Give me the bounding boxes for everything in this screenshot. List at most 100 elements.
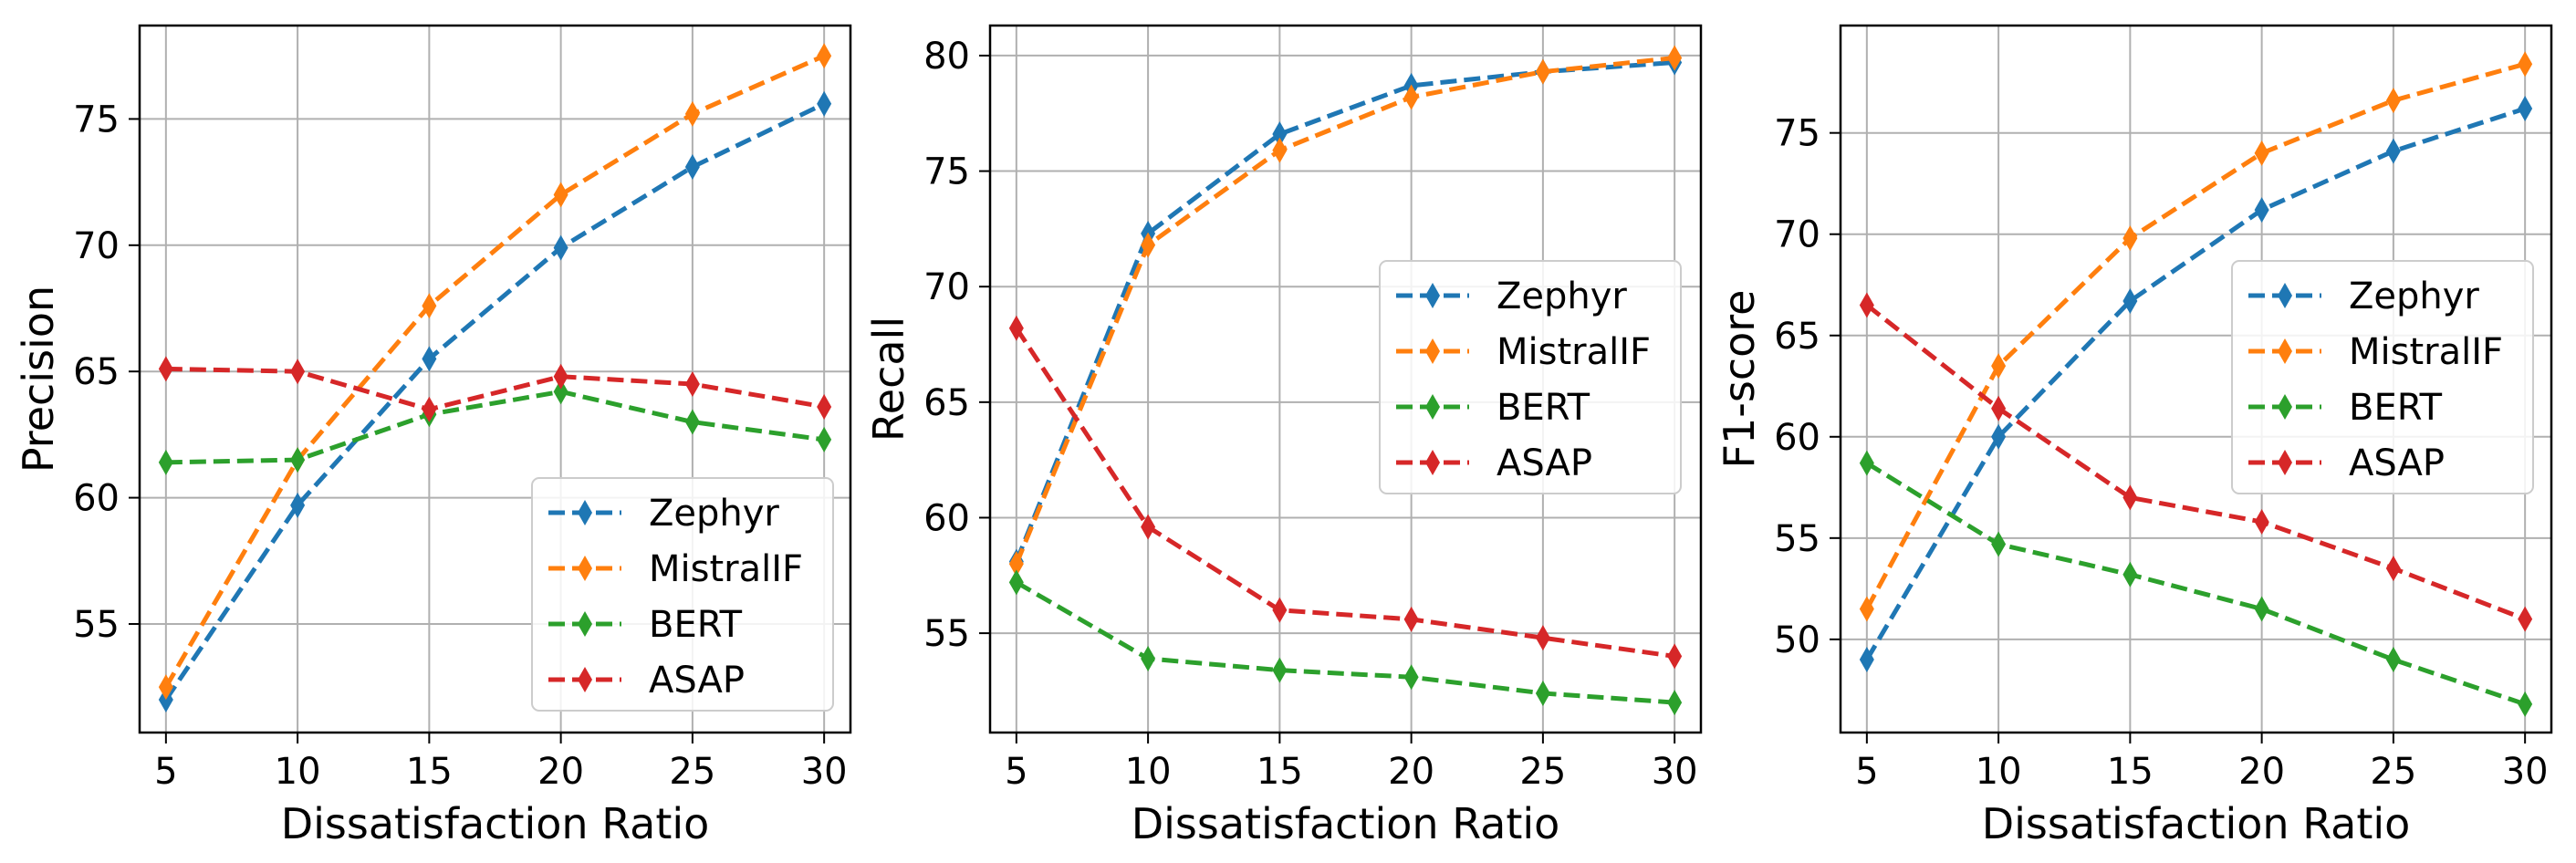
- x-tick-label: 5: [1855, 751, 1878, 793]
- legend-marker-zephyr: [2278, 283, 2292, 308]
- legend-marker-bert: [2278, 394, 2292, 420]
- data-point-mistralif: [1403, 84, 1419, 110]
- data-point-asap: [158, 356, 173, 382]
- data-point-mistralif: [2254, 140, 2269, 166]
- y-tick-label: 65: [923, 382, 970, 424]
- legend-label-bert: BERT: [1497, 387, 1590, 429]
- x-tick-label: 10: [275, 751, 321, 793]
- legend-marker-zephyr: [1425, 283, 1440, 308]
- series-line-bert: [1865, 461, 2526, 707]
- y-axis-label: F1-score: [1715, 290, 1764, 469]
- y-tick-label: 70: [73, 225, 120, 267]
- x-tick-label: 25: [1519, 751, 1566, 793]
- x-tick-label: 15: [2107, 751, 2154, 793]
- data-point-asap: [290, 359, 306, 385]
- y-tick-label: 60: [923, 497, 970, 539]
- x-tick-label: 30: [2502, 751, 2549, 793]
- data-point-zephyr: [2122, 288, 2138, 315]
- series-line-asap: [1865, 303, 2527, 621]
- legend: Zephyr MistralIF BERT ASAP: [531, 477, 834, 712]
- data-point-asap: [684, 371, 700, 398]
- data-point-mistralif: [422, 293, 437, 319]
- data-point-zephyr: [553, 234, 568, 261]
- data-point-bert: [684, 409, 700, 435]
- chart-panel-1: 5 10 15 20 25 30 55 60 65 70 75 Dissatisfaction Rat…: [14, 24, 852, 848]
- chart-panel-2: 5 10 15 20 25 30 55 60 65 70 75 80 Dissatisfaction R…: [864, 24, 1703, 848]
- data-point-mistralif: [1667, 45, 1683, 71]
- data-point-zephyr: [1991, 423, 2007, 450]
- y-tick-label: 65: [73, 351, 120, 393]
- x-tick-label: 10: [1125, 751, 1172, 793]
- data-point-mistralif: [158, 674, 173, 701]
- data-point-zephyr: [2385, 138, 2401, 164]
- x-tick-label: 30: [1652, 751, 1698, 793]
- x-tick-label: 30: [801, 751, 848, 793]
- data-point-asap: [817, 393, 832, 420]
- x-axis-label: Dissatisfaction Ratio: [1982, 799, 2411, 848]
- data-point-zephyr: [1859, 647, 1874, 673]
- legend-label-mistralif: MistralIF: [2349, 331, 2503, 373]
- x-tick-label: 15: [1257, 751, 1303, 793]
- data-point-bert: [553, 379, 568, 405]
- data-point-mistralif: [1141, 232, 1156, 258]
- series-line-bert: [165, 389, 825, 465]
- series-line-zephyr: [1864, 106, 2526, 661]
- series-line-mistralif: [1014, 55, 1675, 566]
- data-point-bert: [1141, 645, 1156, 671]
- y-tick-label: 60: [73, 478, 120, 520]
- data-point-mistralif: [1008, 551, 1024, 577]
- data-point-mistralif: [1272, 137, 1288, 163]
- data-point-asap: [1008, 315, 1024, 341]
- data-point-mistralif: [1859, 596, 1874, 622]
- data-point-bert: [290, 447, 306, 473]
- series-line-bert: [1015, 580, 1675, 705]
- data-point-bert: [1859, 450, 1874, 476]
- series-line-asap: [165, 366, 825, 412]
- legend-label-zephyr: Zephyr: [1497, 276, 1627, 317]
- x-tick-label: 20: [2238, 751, 2285, 793]
- plot-frame: [988, 24, 1703, 734]
- legend-marker-mistralif: [1425, 338, 1440, 364]
- data-point-mistralif: [2385, 88, 2401, 114]
- data-point-asap: [1403, 606, 1419, 632]
- data-point-zephyr: [684, 154, 700, 180]
- y-tick-label: 50: [1774, 619, 1820, 661]
- y-tick-label: 55: [73, 604, 120, 646]
- data-point-bert: [1272, 657, 1288, 683]
- data-point-asap: [1141, 514, 1156, 540]
- data-point-asap: [1859, 292, 1874, 318]
- data-point-bert: [2518, 691, 2533, 717]
- data-point-mistralif: [1991, 353, 2007, 380]
- legend-marker-zephyr: [578, 500, 592, 525]
- plot-frame: [1839, 24, 2553, 734]
- legend-marker-bert: [578, 611, 592, 637]
- y-tick-label: 75: [1774, 113, 1820, 155]
- data-point-bert: [2254, 596, 2269, 622]
- data-point-mistralif: [1535, 58, 1550, 85]
- y-tick-label: 55: [923, 613, 970, 655]
- legend: Zephyr MistralIF BERT ASAP: [2231, 260, 2534, 494]
- x-tick-label: 5: [154, 751, 177, 793]
- data-point-bert: [158, 449, 173, 475]
- legend-label-zephyr: Zephyr: [2349, 276, 2479, 317]
- data-point-asap: [422, 396, 437, 422]
- data-point-bert: [2122, 561, 2138, 587]
- data-point-asap: [2122, 484, 2138, 511]
- legend-label-mistralif: MistralIF: [1497, 331, 1651, 373]
- data-point-asap: [2254, 509, 2269, 535]
- legend-label-asap: ASAP: [1497, 442, 1592, 484]
- data-point-zephyr: [817, 90, 832, 117]
- legend-box: [1379, 260, 1682, 494]
- x-tick-label: 5: [1005, 751, 1027, 793]
- legend-marker-mistralif: [578, 556, 592, 581]
- data-point-zephyr: [422, 346, 437, 372]
- y-tick-label: 80: [923, 36, 970, 78]
- data-point-bert: [1535, 680, 1550, 706]
- y-tick-label: 75: [73, 99, 120, 140]
- series-line-mistralif: [1864, 61, 2526, 610]
- data-point-asap: [2385, 556, 2401, 582]
- y-tick-label: 65: [1774, 316, 1820, 358]
- x-tick-label: 15: [406, 751, 453, 793]
- data-point-mistralif: [2122, 225, 2138, 252]
- legend-marker-asap: [2278, 450, 2292, 475]
